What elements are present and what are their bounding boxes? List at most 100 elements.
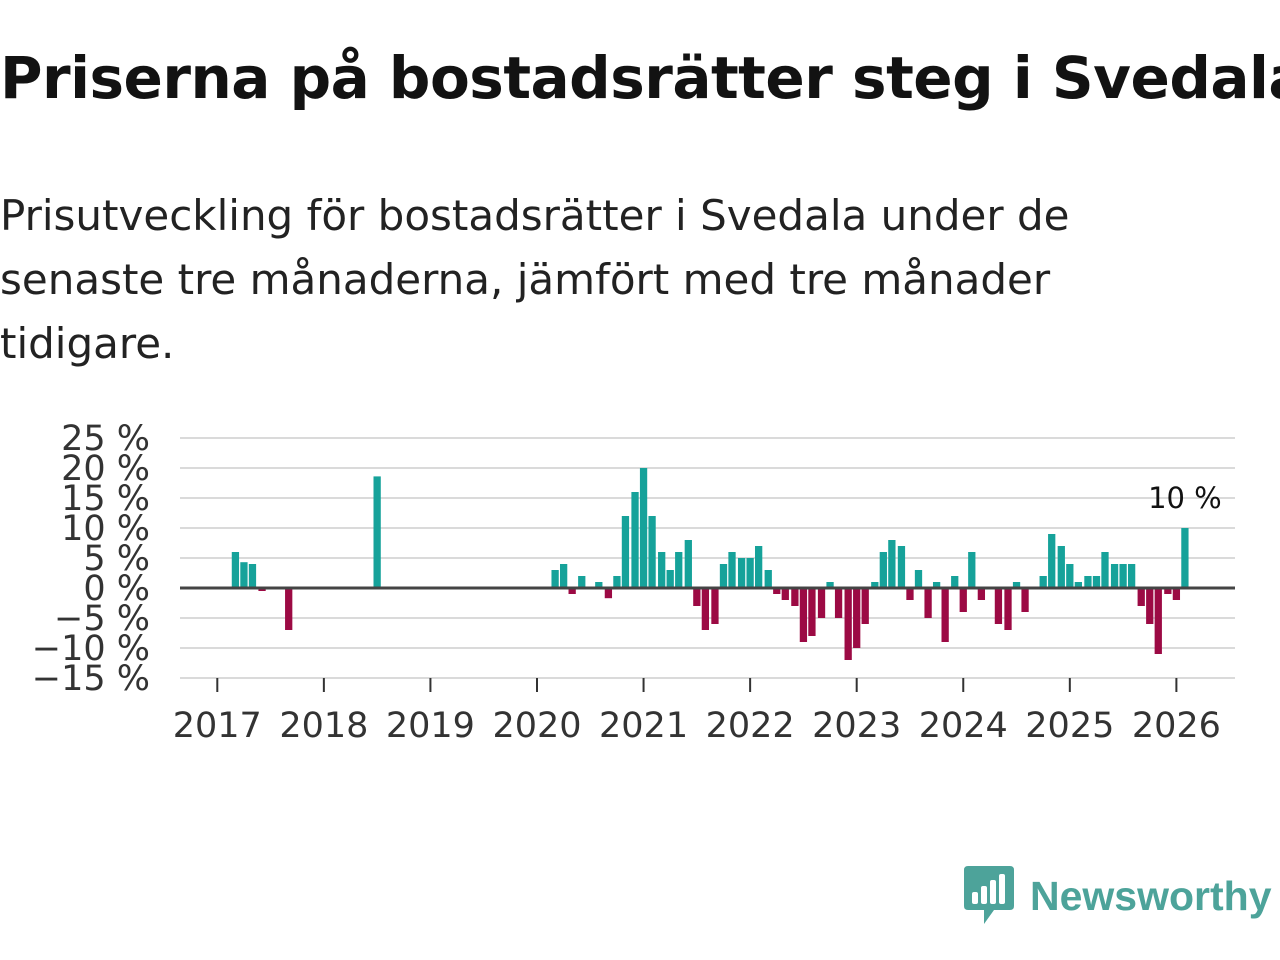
bar: [1127, 564, 1136, 588]
bar: [834, 588, 843, 618]
bar: [1048, 534, 1056, 588]
bar: [631, 492, 639, 588]
bar: [1039, 576, 1047, 588]
bar: [613, 576, 621, 588]
y-tick-label: 20 %: [61, 449, 150, 489]
y-tick-label: 15 %: [61, 479, 150, 519]
newsworthy-logo-icon: [964, 866, 1014, 924]
bar: [932, 582, 941, 588]
bar: [711, 588, 719, 624]
data-label: 10 %: [1148, 481, 1222, 515]
bar: [781, 588, 789, 600]
bar: [1110, 564, 1119, 588]
bar: [1181, 528, 1189, 588]
bar: [675, 552, 683, 588]
bar: [808, 588, 816, 636]
bar: [888, 540, 896, 588]
x-tick-label: 2018: [279, 706, 368, 746]
bar: [728, 552, 736, 588]
bar: [240, 562, 248, 588]
x-tick-label: 2017: [173, 706, 262, 746]
bar: [1012, 582, 1021, 588]
x-tick-label: 2021: [599, 706, 688, 746]
bar: [755, 546, 763, 588]
bar: [951, 576, 959, 588]
bar: [621, 516, 630, 588]
bar: [826, 582, 834, 588]
x-tick-label: 2022: [706, 706, 795, 746]
bar: [1021, 588, 1029, 612]
bar: [897, 546, 906, 588]
bar: [693, 588, 701, 606]
bar: [844, 588, 852, 660]
bar: [871, 582, 879, 588]
bar: [817, 588, 826, 618]
bar-chart: 25 %20 %15 %10 %5 %0 %−5 %−10 %−15 % 201…: [32, 419, 1235, 746]
bar: [914, 570, 923, 588]
x-tick-label: 2023: [812, 706, 901, 746]
bar: [568, 588, 576, 594]
bar: [666, 570, 674, 588]
bar: [1172, 588, 1181, 600]
bar: [959, 588, 967, 612]
bar: [248, 564, 257, 588]
bar: [861, 588, 869, 624]
bar: [746, 558, 754, 588]
bar: [879, 552, 887, 588]
page-subtitle: Prisutveckling för bostadsrätter i Sveda…: [0, 191, 1070, 368]
bar: [285, 588, 293, 630]
y-tick-label: 10 %: [61, 509, 150, 549]
bars: [231, 468, 1189, 660]
bar: [737, 558, 746, 588]
y-tick-label: 25 %: [61, 419, 150, 459]
x-tick-label: 2025: [1025, 706, 1114, 746]
page-title: Priserna på bostadsrätter steg i Svedala: [0, 44, 1280, 112]
bar: [994, 588, 1003, 624]
grid-lines: [180, 437, 1235, 679]
bar: [764, 570, 772, 588]
bar: [719, 564, 728, 588]
y-tick-label: −15 %: [32, 659, 150, 699]
bar: [977, 588, 986, 600]
bar: [906, 588, 914, 600]
bar: [1084, 576, 1092, 588]
bar: [604, 588, 613, 599]
bar: [551, 570, 559, 588]
bar: [578, 576, 586, 588]
bar: [1066, 564, 1074, 588]
bar: [1004, 588, 1012, 630]
bar: [639, 468, 648, 588]
bar: [1164, 588, 1172, 594]
bar: [373, 476, 381, 588]
bar: [1146, 588, 1154, 624]
bar: [1154, 588, 1162, 654]
x-tick-label: 2019: [386, 706, 475, 746]
bar: [791, 588, 799, 606]
y-tick-label: −10 %: [32, 629, 150, 669]
brand-name: Newsworthy: [1030, 872, 1272, 919]
bar: [1119, 564, 1127, 588]
x-tick-label: 2026: [1132, 706, 1221, 746]
bar: [1137, 588, 1145, 606]
y-tick-label: −5 %: [54, 599, 150, 639]
y-axis-ticks: 25 %20 %15 %10 %5 %0 %−5 %−10 %−15 %: [32, 419, 150, 699]
annotations: 10 %: [1148, 481, 1222, 515]
bar: [941, 588, 949, 642]
y-tick-label: 0 %: [83, 569, 150, 609]
bar: [1092, 576, 1101, 588]
bar: [1074, 582, 1082, 588]
bar: [559, 564, 568, 588]
bar: [1101, 552, 1109, 588]
bar: [773, 588, 781, 594]
x-tick-label: 2020: [492, 706, 581, 746]
bar: [658, 552, 666, 588]
bar: [231, 552, 240, 588]
x-axis-ticks: 2017 2018 2019 2020 2021 2022 2023 2024 2025 2026: [173, 678, 1221, 746]
bar: [924, 588, 932, 618]
bar: [799, 588, 808, 642]
bar: [968, 552, 976, 588]
bar: [701, 588, 710, 630]
bar: [853, 588, 861, 648]
y-tick-label: 5 %: [83, 539, 150, 579]
x-tick-label: 2024: [919, 706, 1008, 746]
